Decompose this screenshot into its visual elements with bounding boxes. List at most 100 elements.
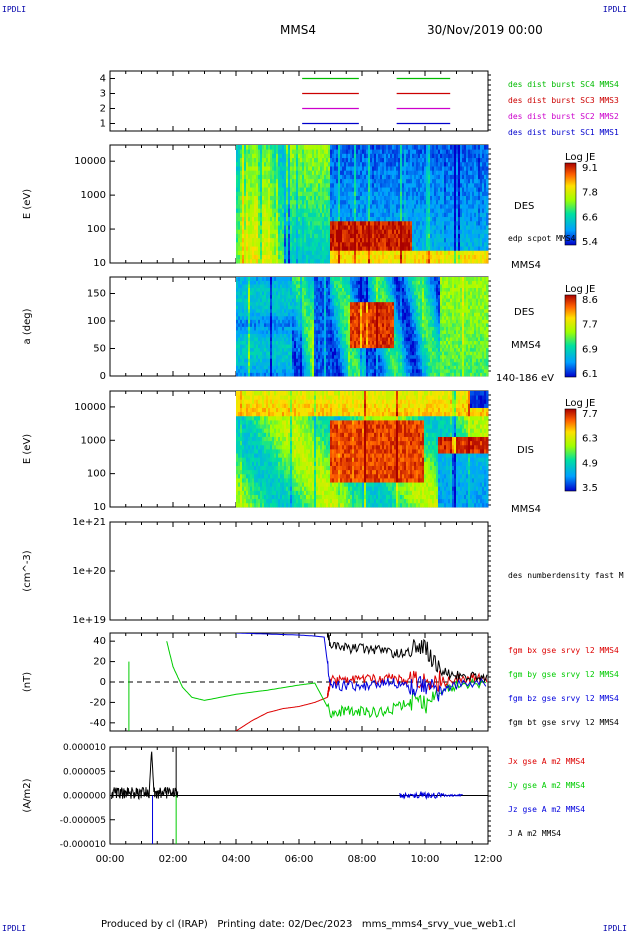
heatmap-cell [332, 220, 335, 226]
heatmap-cell [264, 216, 267, 222]
heatmap-cell [410, 182, 413, 188]
heatmap-cell [296, 220, 299, 226]
heatmap-cell [384, 225, 387, 230]
heatmap-cell [292, 187, 295, 192]
heatmap-cell [254, 340, 257, 345]
heatmap-cell [306, 191, 309, 196]
heatmap-cell [284, 241, 287, 247]
heatmap-cell [278, 161, 281, 167]
heatmap-cell [262, 195, 265, 201]
heatmap-cell [486, 153, 489, 159]
heatmap-cell [258, 237, 261, 243]
heatmap-cell [264, 166, 267, 171]
heatmap-cell [422, 216, 425, 222]
heatmap-cell [294, 312, 297, 317]
heatmap-cell [248, 319, 251, 324]
heatmap-cell [436, 178, 439, 184]
heatmap-cell [318, 212, 321, 218]
heatmap-cell [446, 216, 449, 222]
heatmap-cell [384, 161, 387, 167]
heatmap-cell [396, 212, 399, 218]
heatmap-cell [404, 195, 407, 201]
heatmap-cell [454, 187, 457, 192]
heatmap-cell [424, 191, 427, 196]
heatmap-cell [400, 170, 403, 175]
heatmap-cell [356, 166, 359, 171]
heatmap-cell [288, 305, 291, 310]
heatmap-cell [378, 220, 381, 226]
heatmap-cell [258, 246, 261, 251]
heatmap-cell [340, 145, 343, 150]
heatmap-cell [298, 347, 301, 352]
heatmap-cell [336, 250, 339, 255]
heatmap-cell [354, 149, 357, 154]
heatmap-cell [236, 250, 239, 255]
heatmap-cell [286, 315, 289, 320]
heatmap-cell [474, 161, 477, 167]
heatmap-cell [242, 351, 245, 356]
heatmap-cell [460, 237, 463, 243]
heatmap-cell [470, 237, 473, 243]
heatmap-cell [236, 312, 239, 317]
heatmap-cell [280, 312, 283, 317]
heatmap-cell [368, 182, 371, 188]
heatmap-cell [268, 291, 271, 296]
heatmap-cell [472, 174, 475, 180]
heatmap-cell [354, 212, 357, 218]
heatmap-cell [264, 287, 267, 292]
heatmap-cell [270, 330, 273, 334]
heatmap-cell [252, 322, 255, 327]
heatmap-cell [266, 145, 269, 150]
heatmap-cell [298, 372, 301, 377]
heatmap-cell [240, 368, 243, 373]
heatmap-cell [306, 149, 309, 154]
heatmap-cell [330, 157, 333, 163]
heatmap-cell [266, 229, 269, 234]
heatmap-cell [238, 277, 241, 281]
heatmap-cell [270, 354, 273, 359]
heatmap-cell [426, 199, 429, 205]
heatmap-cell [406, 254, 409, 260]
heatmap-cell [244, 333, 247, 338]
heatmap-cell [296, 354, 299, 359]
heatmap-cell [338, 241, 341, 247]
heatmap-cell [250, 246, 253, 251]
heatmap-cell [470, 157, 473, 163]
heatmap-cell [366, 258, 369, 264]
heatmap-cell [400, 246, 403, 251]
heatmap-cell [444, 212, 447, 218]
heatmap-cell [368, 250, 371, 255]
heatmap-cell [298, 301, 301, 306]
heatmap-cell [366, 254, 369, 260]
heatmap-cell [236, 284, 239, 289]
heatmap-cell [308, 216, 311, 222]
heatmap-cell [314, 204, 317, 209]
heatmap-cell [242, 347, 245, 352]
heatmap-cell [272, 225, 275, 230]
heatmap-cell [242, 241, 245, 247]
heatmap-cell [286, 149, 289, 154]
heatmap-cell [448, 208, 451, 213]
heatmap-cell [308, 182, 311, 188]
heatmap-cell [258, 361, 261, 366]
heatmap-cell [256, 354, 259, 359]
heatmap-cell [274, 319, 277, 324]
heatmap-cell [414, 254, 417, 260]
heatmap-cell [342, 166, 345, 171]
heatmap-cell [400, 187, 403, 192]
heatmap-cell [374, 204, 377, 209]
heatmap-cell [236, 361, 239, 366]
heatmap-cell [424, 208, 427, 213]
heatmap-cell [286, 284, 289, 289]
heatmap-cell [418, 204, 421, 209]
heatmap-cell [358, 258, 361, 264]
heatmap-cell [244, 254, 247, 260]
heatmap-cell [398, 204, 401, 209]
heatmap-cell [428, 199, 431, 205]
panel-frame-burst [109, 70, 489, 132]
heatmap-cell [244, 337, 247, 342]
heatmap-cell [476, 170, 479, 175]
heatmap-cell [442, 187, 445, 192]
heatmap-cell [348, 225, 351, 230]
heatmap-cell [464, 199, 467, 205]
